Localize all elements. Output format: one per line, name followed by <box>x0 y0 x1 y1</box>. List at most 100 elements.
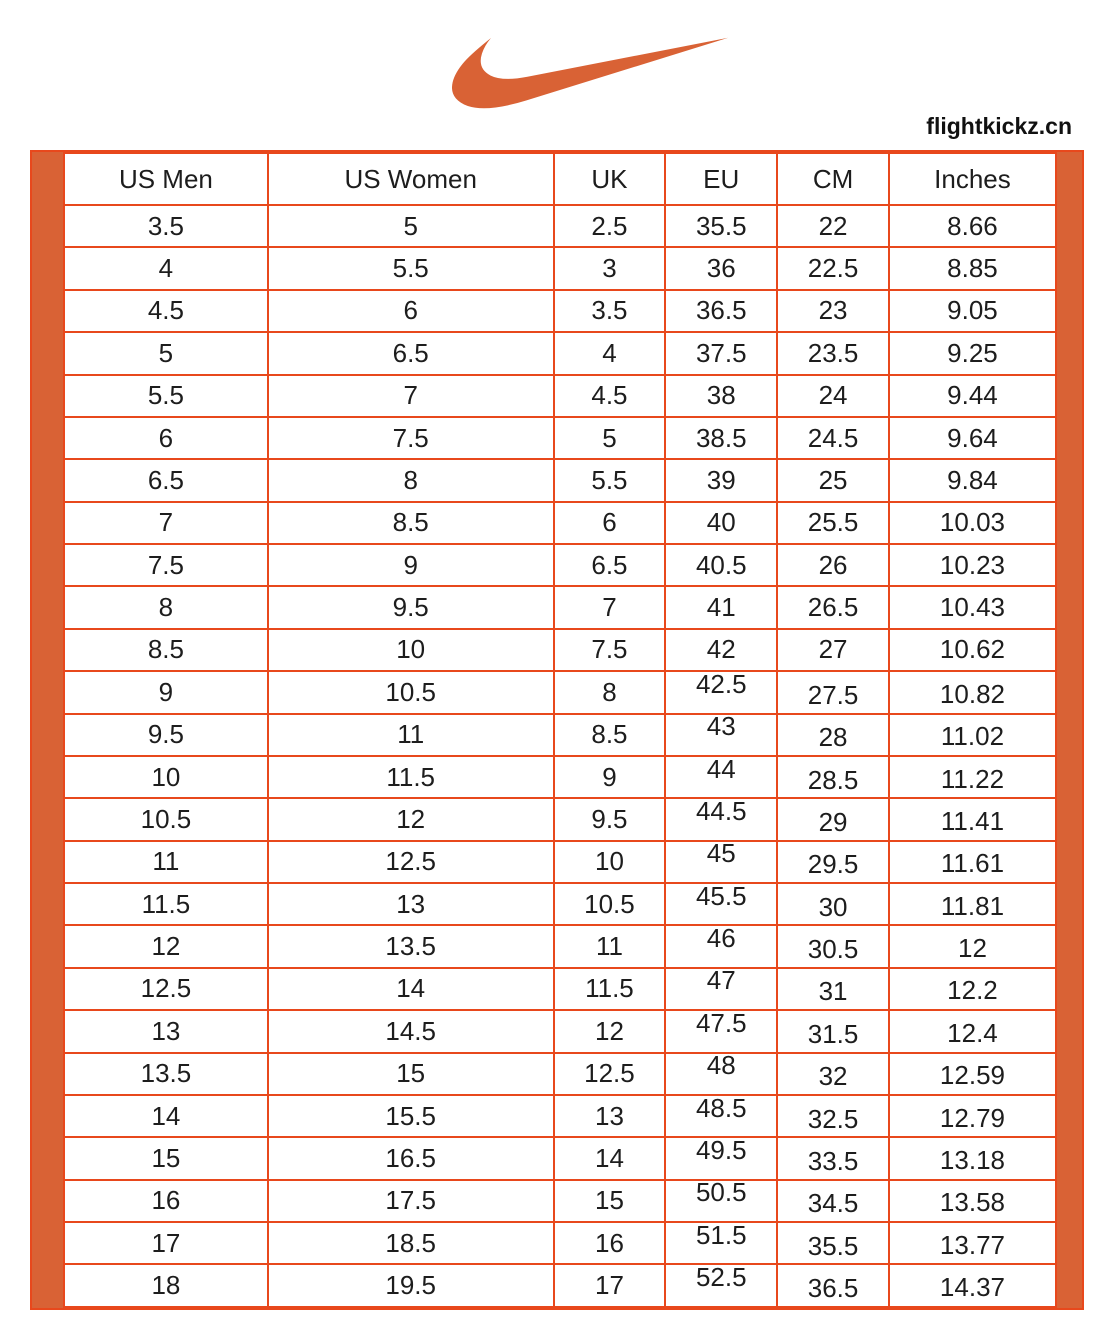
table-cell: 47 <box>664 965 779 1012</box>
table-cell: 11.81 <box>887 881 1058 927</box>
table-cell: 8.5 <box>266 500 555 546</box>
table-row: 18 19.5 17 52.5 36.5 14.37 <box>63 1262 1058 1308</box>
table-cell: 30.5 <box>776 924 890 969</box>
table-row: 6.5 8 5.5 39 25 9.84 <box>63 458 1058 503</box>
table-cell: 22 <box>776 203 890 249</box>
table-cell: 27 <box>776 627 890 673</box>
table-cell: 13.77 <box>887 1220 1058 1266</box>
table-cell: 44 <box>664 754 779 800</box>
table-cell: 30 <box>776 881 890 927</box>
table-cell: 37.5 <box>664 331 779 376</box>
table-cell: 17 <box>552 1263 667 1308</box>
table-cell: 16 <box>552 1220 667 1266</box>
table-cell: 10.62 <box>887 627 1058 673</box>
table-cell: 15 <box>63 1136 269 1181</box>
table-cell: 10 <box>266 627 555 673</box>
table-cell: 4 <box>63 246 269 291</box>
table-cell: 24.5 <box>776 415 890 461</box>
table-cell: 5 <box>552 415 667 461</box>
size-conversion-table: US Men US Women UK EU CM Inches 3.5 5 2.… <box>63 152 1058 1308</box>
table-row: 12.5 14 11.5 47 31 12.2 <box>63 965 1058 1012</box>
table-row: 4 5.5 3 36 22.5 8.85 <box>63 246 1058 291</box>
table-cell: 34.5 <box>776 1178 890 1224</box>
table-cell: 47.5 <box>664 1008 779 1054</box>
table-cell: 11.5 <box>63 881 269 927</box>
table-cell: 18 <box>63 1263 269 1308</box>
table-cell: 38.5 <box>664 415 779 461</box>
table-cell: 51.5 <box>664 1220 779 1266</box>
table-cell: 5 <box>266 203 555 249</box>
table-cell: 12.5 <box>63 966 269 1012</box>
table-cell: 8.85 <box>887 246 1058 291</box>
table-cell: 40.5 <box>664 542 779 588</box>
table-cell: 12.4 <box>887 1009 1058 1054</box>
table-cell: 40 <box>664 500 779 546</box>
table-cell: 13 <box>63 1009 269 1054</box>
table-row: 9.5 11 8.5 43 28 11.02 <box>63 711 1058 757</box>
table-cell: 9.25 <box>887 331 1058 376</box>
table-cell: 11.22 <box>887 754 1058 800</box>
table-cell: 8 <box>266 458 555 503</box>
table-cell: 15.5 <box>266 1093 555 1139</box>
table-cell: 27.5 <box>776 670 890 715</box>
table-cell: 23 <box>776 288 890 334</box>
table-cell: 10.23 <box>887 542 1058 588</box>
table-row: 7.5 9 6.5 40.5 26 10.23 <box>63 542 1058 588</box>
table-cell: 13.58 <box>887 1178 1058 1224</box>
table-cell: 4.5 <box>63 288 269 334</box>
table-row: 5.5 7 4.5 38 24 9.44 <box>63 373 1058 418</box>
table-row: 15 16.5 14 49.5 33.5 13.18 <box>63 1135 1058 1181</box>
table-cell: 7.5 <box>552 627 667 673</box>
table-cell: 32 <box>776 1051 890 1096</box>
table-cell: 12.5 <box>552 1051 667 1096</box>
table-cell: 31.5 <box>776 1009 890 1054</box>
table-row: 16 17.5 15 50.5 34.5 13.58 <box>63 1177 1058 1224</box>
table-cell: 14 <box>63 1093 269 1139</box>
table-row: 8.5 10 7.5 42 27 10.62 <box>63 627 1058 673</box>
table-cell: 10.43 <box>887 585 1058 630</box>
table-cell: 4 <box>552 331 667 376</box>
table-cell: 12.5 <box>266 839 555 885</box>
table-cell: 14.37 <box>887 1263 1058 1308</box>
table-cell: 12 <box>887 924 1058 969</box>
size-chart: US Men US Women UK EU CM Inches 3.5 5 2.… <box>30 150 1084 1310</box>
table-cell: 14 <box>266 966 555 1012</box>
table-cell: 52.5 <box>664 1262 779 1308</box>
table-row: 12 13.5 11 46 30.5 12 <box>63 923 1058 969</box>
table-cell: 8.5 <box>63 627 269 673</box>
table-cell: 10.5 <box>63 797 269 842</box>
table-cell: 23.5 <box>776 331 890 376</box>
table-row: 8 9.5 7 41 26.5 10.43 <box>63 585 1058 630</box>
table-cell: 4.5 <box>552 373 667 418</box>
table-cell: 41 <box>664 585 779 630</box>
table-cell: 18.5 <box>266 1220 555 1266</box>
table-cell: 11.02 <box>887 712 1058 757</box>
table-cell: 36.5 <box>776 1263 890 1308</box>
table-cell: 9.64 <box>887 415 1058 461</box>
table-cell: 48.5 <box>664 1093 779 1139</box>
table-cell: 6 <box>552 500 667 546</box>
table-cell: 11.61 <box>887 839 1058 885</box>
table-row: 9 10.5 8 42.5 27.5 10.82 <box>63 669 1058 715</box>
table-cell: 35.5 <box>776 1220 890 1266</box>
table-cell: 19.5 <box>266 1263 555 1308</box>
table-cell: 15 <box>266 1051 555 1096</box>
column-header-uk: UK <box>552 152 667 206</box>
table-cell: 12.2 <box>887 966 1058 1012</box>
table-cell: 7.5 <box>266 415 555 461</box>
nike-swoosh-icon <box>452 37 729 109</box>
table-cell: 5.5 <box>63 373 269 418</box>
column-header-eu: EU <box>664 152 779 206</box>
table-cell: 13.18 <box>887 1136 1058 1181</box>
table-cell: 10 <box>552 839 667 885</box>
table-cell: 12 <box>266 797 555 842</box>
table-cell: 10 <box>63 754 269 800</box>
table-cell: 7.5 <box>63 542 269 588</box>
table-cell: 7 <box>63 500 269 546</box>
table-cell: 46 <box>664 923 779 969</box>
table-cell: 11.5 <box>266 754 555 800</box>
column-header-us-women: US Women <box>266 152 555 206</box>
table-row: 10 11.5 9 44 28.5 11.22 <box>63 754 1058 800</box>
table-cell: 3.5 <box>63 203 269 249</box>
table-cell: 12 <box>552 1009 667 1054</box>
